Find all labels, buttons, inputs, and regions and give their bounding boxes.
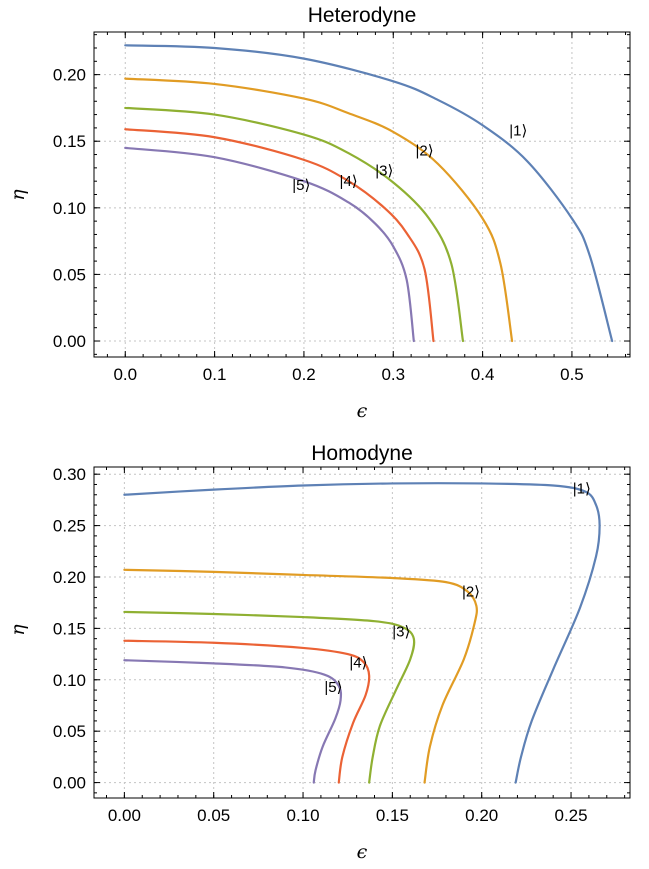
ticks: 0.0 0.1 0.2 0.3 0.4 0.5 0.00 0.05 0.10 0.15 0.20 xyxy=(53,32,630,384)
grid xyxy=(94,32,630,357)
plot-frame xyxy=(93,466,631,799)
curves xyxy=(123,482,601,784)
series-line xyxy=(123,482,601,784)
series-line xyxy=(124,106,465,343)
y-tick-label: 0.20 xyxy=(53,66,86,85)
series-line xyxy=(124,44,614,343)
series-label: |3⟩ xyxy=(375,163,393,180)
x-tick-label: 0.5 xyxy=(560,365,584,384)
chart-title: Heterodyne xyxy=(308,4,417,27)
y-axis-label: η xyxy=(7,189,29,201)
x-tick-label: 0.15 xyxy=(376,806,409,825)
grid xyxy=(94,467,630,798)
series-label: |1⟩ xyxy=(573,481,591,498)
series-label: |5⟩ xyxy=(324,679,342,696)
series-label: |4⟩ xyxy=(340,173,358,190)
ticks: 0.00 0.05 0.10 0.15 0.20 0.25 0.00 0.05 0.10 0.15… xyxy=(53,465,630,825)
series-label: |2⟩ xyxy=(462,583,480,600)
x-tick-label: 0.25 xyxy=(554,806,587,825)
series-line xyxy=(124,146,415,343)
series-line xyxy=(124,128,435,343)
curves xyxy=(124,44,614,343)
x-tick-label: 0.3 xyxy=(381,365,405,384)
y-tick-label: 0.05 xyxy=(53,722,86,741)
y-tick-label: 0.15 xyxy=(53,619,86,638)
chart-title: Homodyne xyxy=(311,442,413,465)
x-tick-label: 0.2 xyxy=(292,365,316,384)
x-axis-label: ϵ xyxy=(357,400,368,422)
series-line xyxy=(124,77,514,343)
series-line xyxy=(123,659,343,784)
x-tick-label: 0.00 xyxy=(108,806,141,825)
x-tick-label: 0.20 xyxy=(465,806,498,825)
y-tick-label: 0.30 xyxy=(53,465,86,484)
x-tick-label: 0.1 xyxy=(203,365,227,384)
y-tick-label: 0.00 xyxy=(53,774,86,793)
y-tick-label: 0.00 xyxy=(53,332,86,351)
series-line xyxy=(123,568,478,784)
series-label: |1⟩ xyxy=(509,123,527,140)
series-line xyxy=(123,639,371,784)
series-label: |5⟩ xyxy=(292,177,310,194)
x-tick-label: 0.0 xyxy=(113,365,137,384)
y-tick-label: 0.25 xyxy=(53,517,86,536)
y-tick-label: 0.05 xyxy=(53,265,86,284)
series-labels: |1⟩ |2⟩ |3⟩ |4⟩ |5⟩ xyxy=(292,123,527,195)
series-label: |3⟩ xyxy=(392,623,410,640)
y-axis-label: η xyxy=(7,624,29,636)
heterodyne-panel: Heterodyne 0.0 0.1 0.2 0.3 0.4 0.5 0.00 0.05 0.1… xyxy=(7,4,631,422)
x-axis-label: ϵ xyxy=(357,841,368,863)
x-tick-label: 0.05 xyxy=(197,806,230,825)
series-labels: |1⟩ |2⟩ |3⟩ |4⟩ |5⟩ xyxy=(324,481,590,696)
homodyne-panel: Homodyne 0.00 0.05 0.10 0.15 0.20 0.250.000.0… xyxy=(7,442,631,863)
x-tick-label: 0.4 xyxy=(471,365,495,384)
y-tick-label: 0.10 xyxy=(53,671,86,690)
y-tick-label: 0.10 xyxy=(53,199,86,218)
series-label: |4⟩ xyxy=(349,654,367,671)
x-tick-label: 0.10 xyxy=(286,806,319,825)
y-tick-label: 0.15 xyxy=(53,132,86,151)
series-line xyxy=(123,610,416,784)
series-label: |2⟩ xyxy=(415,143,433,160)
y-tick-label: 0.20 xyxy=(53,568,86,587)
